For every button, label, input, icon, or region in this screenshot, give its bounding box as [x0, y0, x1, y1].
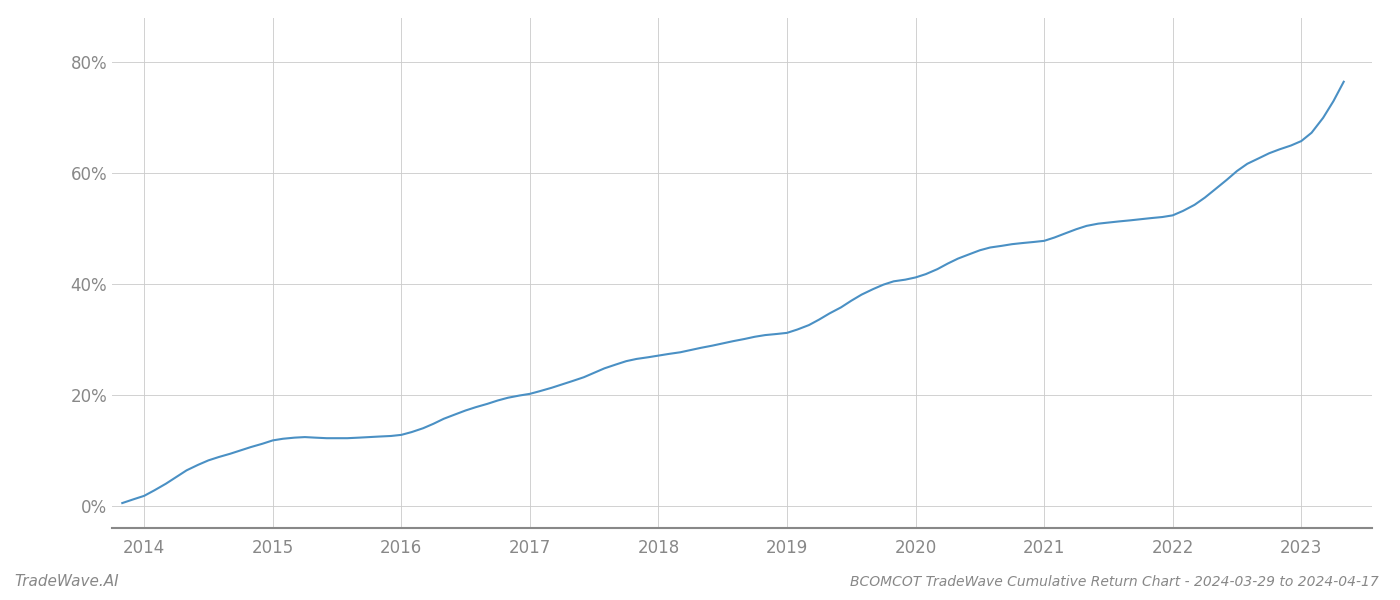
Text: BCOMCOT TradeWave Cumulative Return Chart - 2024-03-29 to 2024-04-17: BCOMCOT TradeWave Cumulative Return Char…: [850, 575, 1379, 589]
Text: TradeWave.AI: TradeWave.AI: [14, 574, 119, 589]
